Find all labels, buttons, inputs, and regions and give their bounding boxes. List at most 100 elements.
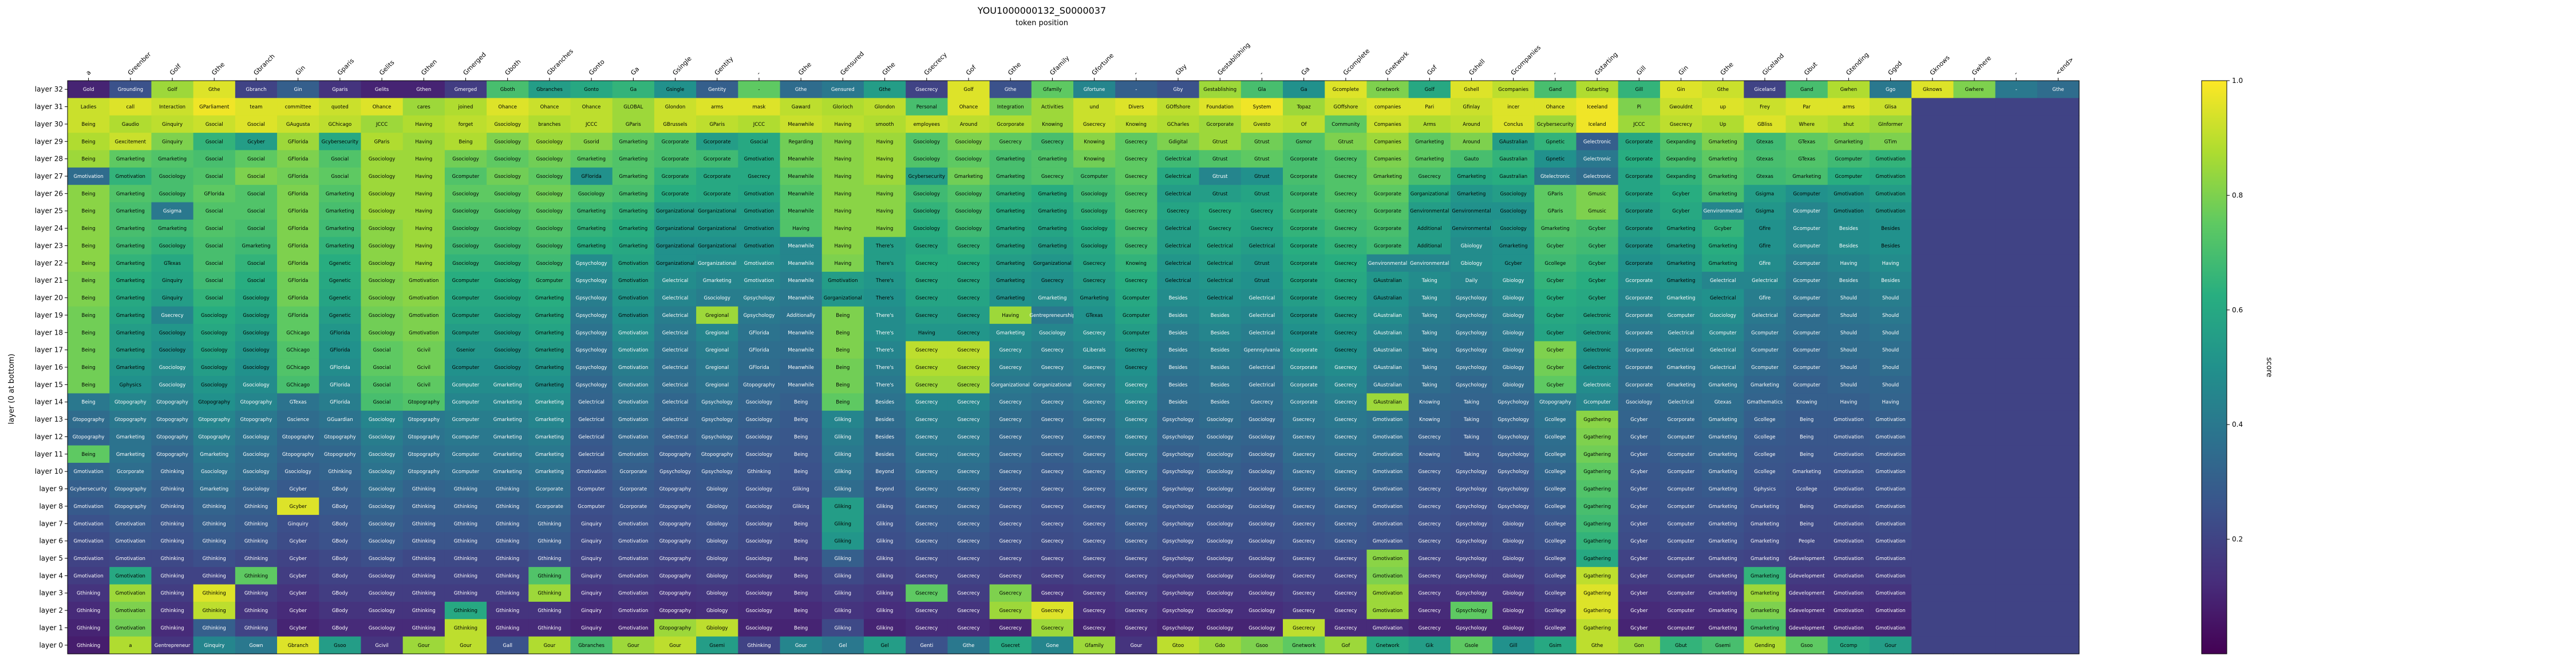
heatmap-cell <box>1785 133 1828 151</box>
heatmap-cell <box>1325 202 1368 220</box>
heatmap-cell <box>1073 254 1116 272</box>
cell-label: - <box>1135 87 1137 93</box>
heatmap-cell <box>696 306 738 324</box>
cell-label: team <box>250 105 262 110</box>
cell-label: Gmotivation <box>1875 191 1905 197</box>
cell-label: GLiberals <box>1083 348 1106 354</box>
heatmap-cell <box>1785 167 1828 185</box>
cell-label: Gpennsylvania <box>1244 348 1280 354</box>
cell-label: GAustralian <box>1373 330 1402 336</box>
cell-label: Gsecrecy <box>915 452 938 458</box>
heatmap-cell <box>570 324 613 342</box>
cell-label: Ginquiry <box>581 521 602 527</box>
cell-label: Gsecrecy <box>957 365 979 371</box>
cell-label: Gcomputer <box>452 400 480 406</box>
cell-label: Gmarketing <box>996 226 1025 232</box>
x-tick-label: Gbut <box>1803 60 1819 77</box>
heatmap-cell <box>1953 463 1996 481</box>
x-tick-label: Gin <box>1677 64 1689 77</box>
heatmap-cell <box>989 219 1032 237</box>
x-tick-label: Gcomplete <box>1342 47 1372 77</box>
heatmap-cell <box>696 115 738 133</box>
heatmap-cell <box>947 254 990 272</box>
heatmap-cell <box>696 98 738 116</box>
heatmap-cell <box>1869 202 1912 220</box>
cell-label: GFlorida <box>288 313 309 319</box>
cell-label: Gmarketing <box>1709 504 1737 510</box>
cell-label: GBody <box>332 521 348 527</box>
cell-label: Gpnetic <box>1546 157 1564 162</box>
cell-label: Ginquiry <box>162 296 183 301</box>
cell-label: Gcyber <box>1630 539 1648 545</box>
cell-label: Being <box>81 348 95 354</box>
cell-label: Gtopography <box>198 417 230 423</box>
heatmap-cell <box>654 237 697 255</box>
colorbar: 0.20.40.60.81.0 score <box>2201 77 2273 654</box>
heatmap-cell <box>1995 237 2038 255</box>
cell-label: Frey <box>1760 105 1770 110</box>
cell-label: Gentrepreneurship <box>1029 313 1075 319</box>
y-tick-label: layer 16 <box>35 363 63 371</box>
cell-label: Gsocial <box>247 209 265 215</box>
cell-label: Besides <box>1169 348 1188 354</box>
cell-label: Gtrust <box>1254 174 1270 180</box>
heatmap-cell <box>570 202 613 220</box>
cell-label: GBody <box>332 556 348 562</box>
cell-label: GTexas <box>290 400 307 406</box>
cell-label: Gtexas <box>1756 139 1773 145</box>
cell-label: Gmotivation <box>1834 625 1863 631</box>
heatmap-cell <box>989 150 1032 168</box>
heatmap-cell <box>780 115 823 133</box>
cell-label: Gcivil <box>417 365 430 371</box>
cell-label: Gorganizational <box>698 226 736 232</box>
cell-label: Gmotivation <box>1373 521 1402 527</box>
cell-label: Gsociology <box>1249 539 1275 545</box>
heatmap-cell <box>444 272 487 289</box>
cell-label: Gsociology <box>494 209 520 215</box>
cell-label: GAustralian <box>1499 139 1528 145</box>
heatmap-cell <box>1366 272 1409 289</box>
cell-label: Gcorporate <box>1374 191 1401 197</box>
heatmap-cell <box>1157 133 1200 151</box>
cell-label: Gsecrecy <box>1083 122 1105 128</box>
heatmap-cell <box>2037 115 2080 133</box>
cell-label: Gcorporate <box>1290 348 1318 354</box>
cell-label: Gsecrecy <box>1083 556 1105 562</box>
heatmap-cell <box>1534 237 1577 255</box>
heatmap-cell <box>863 81 906 98</box>
cell-label: Genvironmental <box>1452 209 1491 215</box>
cell-label: Ginquiry <box>581 539 602 545</box>
heatmap-cell <box>1366 167 1409 185</box>
cell-label: Gelectrical <box>1165 174 1191 180</box>
heatmap-cell <box>863 237 906 255</box>
heatmap-cell <box>947 167 990 185</box>
cell-label: Gcyber <box>1630 608 1648 614</box>
heatmap-cell <box>1744 115 1787 133</box>
cell-label: Gorganizational <box>656 243 694 249</box>
cell-label: Gmotivation <box>1373 504 1402 510</box>
cell-label: Gexpanding <box>1666 157 1696 162</box>
cell-label: Gliking <box>792 504 809 510</box>
heatmap-cell <box>1199 289 1242 307</box>
cell-label: Gcyber <box>1714 226 1732 232</box>
heatmap-cell <box>528 98 571 116</box>
cell-label: Gliking <box>835 608 851 614</box>
cell-label: Gcyber <box>289 487 307 493</box>
colorbar-tick-label: 0.4 <box>2232 420 2243 428</box>
heatmap-cell <box>487 150 529 168</box>
cell-label: Gsociology <box>914 209 940 215</box>
heatmap-cell <box>235 202 278 220</box>
heatmap-cell <box>1157 202 1200 220</box>
cell-label: Gcomputer <box>1751 348 1779 354</box>
cell-label: Should <box>1882 365 1899 371</box>
heatmap-cell <box>1283 306 1325 324</box>
cell-label: Gsocial <box>247 122 265 128</box>
heatmap-cell <box>2037 150 2080 168</box>
heatmap-cell <box>151 81 194 98</box>
heatmap-cell <box>109 202 152 220</box>
cell-label: Gcyber <box>1547 296 1564 301</box>
cell-label: Gmarketing <box>577 157 606 162</box>
heatmap-cell <box>1660 81 1702 98</box>
cell-label: Gentity <box>708 87 726 93</box>
cell-label: JCCC <box>1633 122 1645 128</box>
